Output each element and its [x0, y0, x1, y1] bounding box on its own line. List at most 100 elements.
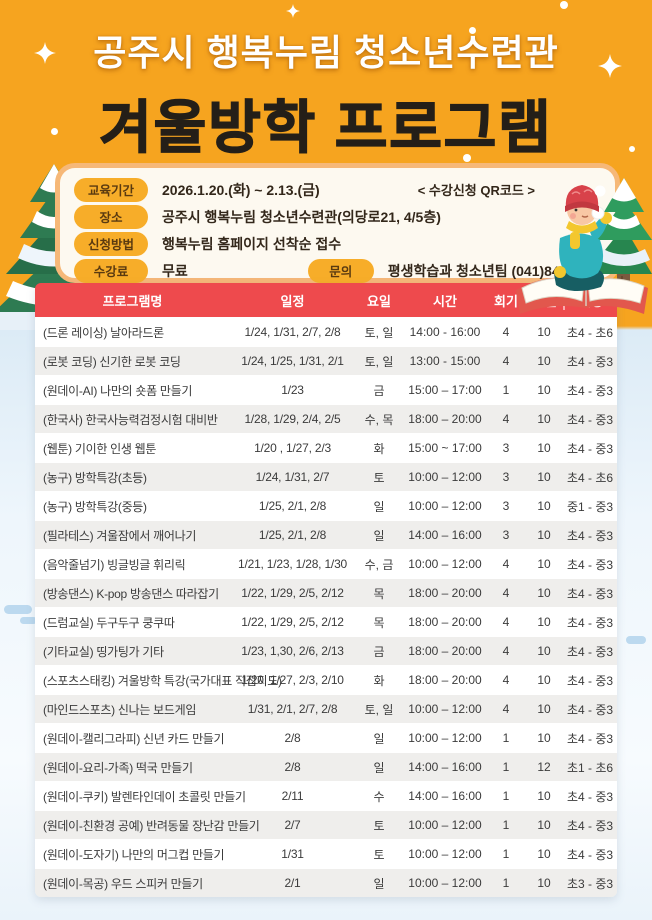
program-name-cell: (농구) 방학특강(중등): [43, 499, 147, 514]
day-cell: 일: [373, 499, 385, 514]
snow-dot: [469, 27, 476, 34]
day-cell: 수, 금: [364, 557, 394, 572]
snow-dot: [463, 154, 471, 162]
program-name-cell: (원데이-요리-가족) 떡국 만들기: [43, 760, 193, 775]
sessions-cell: 1: [502, 383, 510, 397]
day-cell: 토, 일: [364, 325, 394, 340]
table-row: (원데이-캘리그라피) 신년 카드 만들기 2/8 일 10:00 – 12:00 1 1…: [35, 723, 617, 752]
time-cell: 18:00 – 20:00: [408, 673, 482, 687]
table-row: (드론 레이싱) 날아라드론 1/24, 1/31, 2/7, 2/8 토, 일 14…: [35, 317, 617, 346]
sessions-cell: 1: [502, 789, 510, 803]
time-cell: 14:00 – 16:00: [408, 760, 482, 774]
day-cell: 수, 목: [364, 412, 394, 427]
time-cell: 10:00 – 12:00: [408, 557, 482, 571]
schedule-cell: 1/31: [281, 847, 304, 861]
sessions-cell: 1: [502, 876, 510, 890]
sessions-cell: 4: [502, 586, 510, 600]
target-cell: 초3 - 중3: [566, 876, 614, 891]
table-row: (웹툰) 기이한 인생 웹툰 1/20 , 1/27, 2/3 화 15:00 ~ 1…: [35, 433, 617, 462]
reading-person-illustration: [516, 178, 652, 314]
schedule-cell: 1/22, 1/29, 2/5, 2/12: [241, 586, 344, 600]
time-cell: 14:00 – 16:00: [408, 528, 482, 542]
program-name-cell: (음악줄넘기) 빙글빙글 휘리릭: [43, 557, 186, 572]
poster-header: 공주시 행복누림 청소년수련관 겨울방학 프로그램: [0, 24, 652, 164]
sessions-cell: 1: [502, 760, 510, 774]
day-cell: 토: [373, 470, 385, 485]
day-cell: 화: [373, 441, 385, 456]
table-row: (로봇 코딩) 신기한 로봇 코딩 1/24, 1/25, 1/31, 2/1 토,…: [35, 346, 617, 375]
program-name-cell: (원데이-목공) 우드 스피커 만들기: [43, 876, 203, 891]
capacity-cell: 10: [537, 528, 551, 542]
sessions-cell: 3: [502, 441, 510, 455]
target-cell: 초4 - 중3: [566, 847, 614, 862]
qr-code-note: < 수강신청 QR코드 >: [417, 183, 535, 198]
capacity-cell: 10: [537, 470, 551, 484]
cloud-icon: [626, 636, 646, 644]
program-name-cell: (드론 레이싱) 날아라드론: [43, 325, 164, 340]
apply-value: 행복누림 홈페이지 선착순 접수: [162, 235, 342, 252]
fee-value: 무료: [162, 262, 188, 279]
target-cell: 초4 - 중3: [566, 644, 614, 659]
time-cell: 14:00 – 16:00: [408, 789, 482, 803]
capacity-cell: 12: [537, 760, 551, 774]
day-cell: 목: [373, 615, 385, 630]
sessions-cell: 4: [502, 354, 510, 368]
capacity-cell: 10: [537, 354, 551, 368]
schedule-cell: 1/20 , 1/27, 2/3: [254, 441, 331, 455]
time-cell: 10:00 – 12:00: [408, 876, 482, 890]
contact-label-pill: 문의: [307, 258, 374, 283]
column-header-schedule: 일정: [280, 293, 305, 309]
time-cell: 10:00 – 12:00: [408, 499, 482, 513]
schedule-cell: 1/24, 1/25, 1/31, 2/1: [241, 354, 344, 368]
time-cell: 13:00 - 15:00: [409, 354, 481, 368]
org-title: 공주시 행복누림 청소년수련관: [93, 32, 559, 73]
capacity-cell: 10: [537, 673, 551, 687]
program-name-cell: (마인드스포츠) 신나는 보드게임: [43, 702, 197, 717]
table-row: (음악줄넘기) 빙글빙글 휘리릭 1/21, 1/23, 1/28, 1/30 수,…: [35, 549, 617, 578]
apply-label-pill: 신청방법: [74, 231, 148, 256]
target-cell: 초4 - 중3: [566, 818, 614, 833]
table-row: (스포츠스태킹) 겨울방학 특강(국가대표 직접지도) 1/20, 1/27, 2…: [35, 665, 617, 694]
schedule-cell: 1/23, 1,30, 2/6, 2/13: [241, 644, 344, 658]
table-row: (원데이-쿠키) 발렌타인데이 초콜릿 만들기 2/11 수 14:00 – 16:0…: [35, 781, 617, 810]
program-name-cell: (필라테스) 겨울잠에서 깨어나기: [43, 528, 197, 543]
sessions-cell: 4: [502, 325, 510, 339]
column-header-sessions: 회기: [494, 293, 518, 309]
contact-value: 평생학습과 청소년팀 (041)840-8070: [387, 262, 604, 279]
day-cell: 토, 일: [364, 354, 394, 369]
table-row: (원데이-목공) 우드 스피커 만들기 2/1 일 10:00 – 12:00 1 10 초…: [35, 868, 617, 897]
cloud-icon: [4, 605, 32, 614]
sessions-cell: 4: [502, 557, 510, 571]
column-header-program: 프로그램명: [102, 293, 163, 309]
period-value: 2026.1.20.(화) ~ 2.13.(금): [162, 181, 320, 198]
capacity-cell: 10: [537, 383, 551, 397]
table-row: (원데이-도자기) 나만의 머그컵 만들기 1/31 토 10:00 – 12:00 1…: [35, 839, 617, 868]
program-name-cell: (원데이-친환경 공예) 반려동물 장난감 만들기: [43, 818, 260, 833]
table-row: (방송댄스) K-pop 방송댄스 따라잡기 1/22, 1/29, 2/5, 2…: [35, 578, 617, 607]
capacity-cell: 10: [537, 731, 551, 745]
time-cell: 18:00 – 20:00: [408, 644, 482, 658]
time-cell: 10:00 – 12:00: [408, 470, 482, 484]
sessions-cell: 1: [502, 847, 510, 861]
capacity-cell: 10: [537, 847, 551, 861]
program-name-cell: (드럼교실) 두구두구 쿵쿠따: [43, 615, 175, 630]
target-cell: 초4 - 중3: [566, 702, 614, 717]
schedule-cell: 1/28, 1/29, 2/4, 2/5: [244, 412, 341, 426]
program-name-cell: (스포츠스태킹) 겨울방학 특강(국가대표 직접지도): [43, 673, 282, 688]
target-cell: 초4 - 중3: [566, 673, 614, 688]
schedule-cell: 2/7: [284, 818, 301, 832]
target-cell: 초4 - 중3: [566, 789, 614, 804]
target-cell: 초4 - 초6: [566, 325, 614, 340]
time-cell: 18:00 – 20:00: [408, 586, 482, 600]
time-cell: 10:00 – 12:00: [408, 702, 482, 716]
target-cell: 초1 - 초6: [566, 760, 614, 775]
capacity-cell: 10: [537, 412, 551, 426]
sessions-cell: 1: [502, 731, 510, 745]
schedule-cell: 2/1: [284, 876, 301, 890]
day-cell: 일: [373, 876, 385, 891]
schedule-cell: 1/25, 2/1, 2/8: [258, 499, 327, 513]
schedule-cell: 1/24, 1/31, 2/7, 2/8: [244, 325, 341, 339]
day-cell: 일: [373, 528, 385, 543]
schedule-cell: 2/8: [284, 731, 301, 745]
sparkle-star-icon: [34, 42, 56, 64]
